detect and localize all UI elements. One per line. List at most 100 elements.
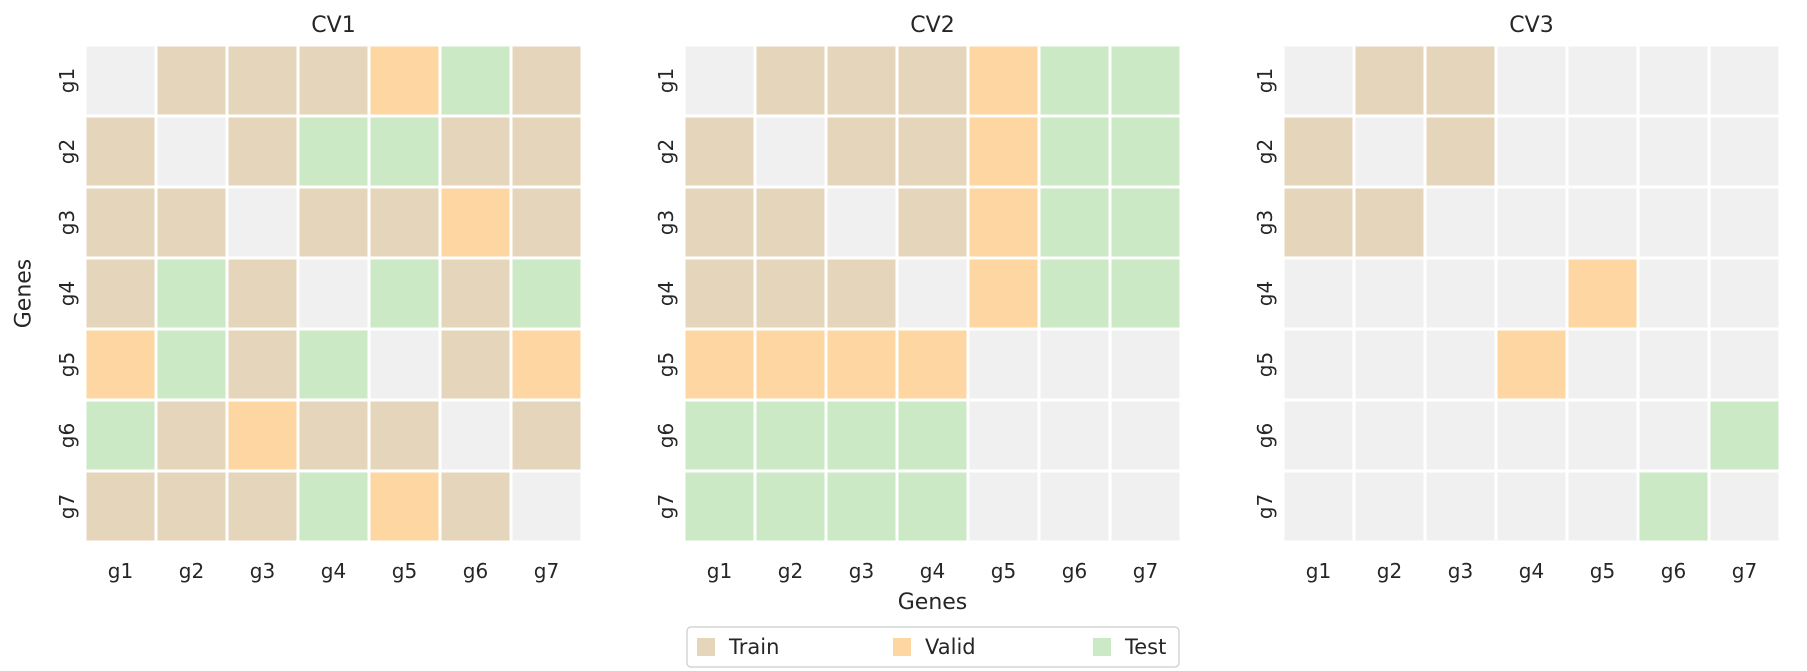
heatmap-cell xyxy=(1710,188,1779,257)
heatmap-cell xyxy=(1426,259,1495,328)
x-tick-label: g7 xyxy=(534,559,559,583)
x-tick-label: g4 xyxy=(1519,559,1544,583)
heatmap-cell xyxy=(441,46,510,115)
heatmap-cell xyxy=(1497,401,1566,470)
heatmap-cell xyxy=(157,330,226,399)
heatmap-cell xyxy=(1040,117,1109,186)
heatmap-cell xyxy=(1710,472,1779,541)
y-tick-label: g6 xyxy=(1253,423,1277,448)
heatmap-cell xyxy=(86,259,155,328)
x-tick-label: g5 xyxy=(392,559,417,583)
heatmap-cell xyxy=(969,472,1038,541)
heatmap-cell xyxy=(969,401,1038,470)
heatmap-cell xyxy=(1710,46,1779,115)
heatmap-cell xyxy=(969,188,1038,257)
heatmap-cell xyxy=(370,188,439,257)
heatmap-cell xyxy=(299,401,368,470)
heatmap-cell xyxy=(827,330,896,399)
heatmap-cell xyxy=(1426,117,1495,186)
y-tick-label: g4 xyxy=(1253,281,1277,306)
heatmap-cell xyxy=(898,117,967,186)
y-tick-label: g7 xyxy=(654,494,678,519)
y-axis-label: Genes xyxy=(12,259,37,329)
x-tick-label: g3 xyxy=(1448,559,1473,583)
heatmap-cell xyxy=(898,472,967,541)
y-tick-label: g1 xyxy=(1253,68,1277,93)
heatmap-cell xyxy=(228,188,297,257)
heatmap-cell xyxy=(1568,330,1637,399)
heatmap-cell xyxy=(827,188,896,257)
heatmap-cell xyxy=(1284,259,1353,328)
heatmap-cell xyxy=(1040,46,1109,115)
heatmap-cell xyxy=(685,401,754,470)
x-tick-label: g4 xyxy=(321,559,346,583)
heatmap-cell xyxy=(1639,401,1708,470)
heatmap-cell xyxy=(1040,330,1109,399)
heatmap-cell xyxy=(1426,188,1495,257)
heatmap-cell xyxy=(969,117,1038,186)
heatmap-cell xyxy=(299,259,368,328)
heatmap-cell xyxy=(756,117,825,186)
y-tick-label: g5 xyxy=(654,352,678,377)
heatmap-cell xyxy=(969,46,1038,115)
x-tick-label: g6 xyxy=(1661,559,1686,583)
heatmap-cell xyxy=(1639,188,1708,257)
heatmap-cell xyxy=(370,472,439,541)
heatmap-cell xyxy=(228,46,297,115)
heatmap-cell xyxy=(299,472,368,541)
panel-title: CV1 xyxy=(311,13,355,38)
y-tick-label: g3 xyxy=(654,210,678,235)
heatmap-cell xyxy=(1710,330,1779,399)
y-tick-label: g5 xyxy=(1253,352,1277,377)
panel-title: CV2 xyxy=(910,13,954,38)
heatmap-cell xyxy=(512,46,581,115)
y-tick-label: g4 xyxy=(55,281,79,306)
heatmap-cell xyxy=(86,472,155,541)
heatmap-cell xyxy=(1355,188,1424,257)
heatmap-cell xyxy=(370,117,439,186)
heatmap-cell xyxy=(1710,401,1779,470)
panel-title: CV3 xyxy=(1509,13,1553,38)
heatmap-cell xyxy=(1355,117,1424,186)
heatmap-cell xyxy=(157,188,226,257)
heatmap-cell xyxy=(898,46,967,115)
heatmap-cell xyxy=(299,46,368,115)
heatmap-cell xyxy=(1111,117,1180,186)
heatmap-cell xyxy=(685,117,754,186)
heatmap-cell xyxy=(157,401,226,470)
x-tick-label: g5 xyxy=(1590,559,1615,583)
heatmap-cell xyxy=(1284,330,1353,399)
heatmap-cell xyxy=(1355,46,1424,115)
heatmap-cell xyxy=(1568,46,1637,115)
heatmap-cell xyxy=(1040,188,1109,257)
y-tick-label: g1 xyxy=(55,68,79,93)
heatmap-cell xyxy=(1040,472,1109,541)
heatmap-cell xyxy=(86,46,155,115)
x-tick-label: g1 xyxy=(1306,559,1331,583)
heatmap-cell xyxy=(370,259,439,328)
y-tick-label: g1 xyxy=(654,68,678,93)
heatmap-cell xyxy=(1111,401,1180,470)
heatmap-cell xyxy=(1284,188,1353,257)
heatmap-cell xyxy=(1111,330,1180,399)
heatmap-cell xyxy=(512,259,581,328)
heatmap-cell xyxy=(685,472,754,541)
x-tick-label: g2 xyxy=(778,559,803,583)
heatmap-cell xyxy=(1710,259,1779,328)
heatmap-cell xyxy=(1355,259,1424,328)
heatmap-cell xyxy=(1568,401,1637,470)
x-tick-label: g1 xyxy=(707,559,732,583)
heatmap-cell xyxy=(228,259,297,328)
heatmap-cell xyxy=(969,330,1038,399)
heatmap-cell xyxy=(86,330,155,399)
heatmap-cell xyxy=(1497,472,1566,541)
heatmap-cell xyxy=(157,117,226,186)
heatmap-cell xyxy=(512,330,581,399)
heatmap-cell xyxy=(512,401,581,470)
heatmap-cell xyxy=(441,401,510,470)
y-tick-label: g3 xyxy=(55,210,79,235)
x-tick-label: g2 xyxy=(179,559,204,583)
heatmap-cell xyxy=(157,46,226,115)
legend-swatch xyxy=(697,638,715,656)
heatmap-cell xyxy=(1497,330,1566,399)
